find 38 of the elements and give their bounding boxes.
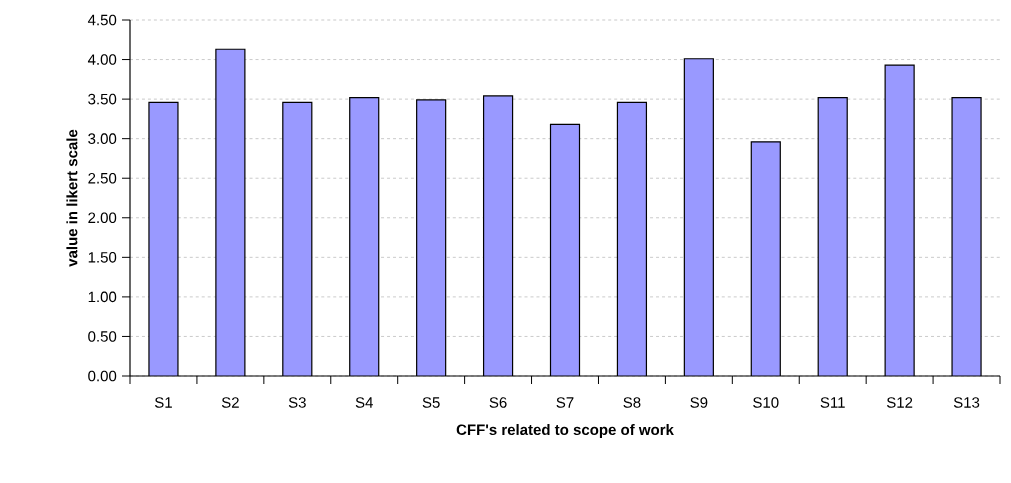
bar — [885, 65, 915, 376]
bar — [684, 58, 714, 376]
bar — [148, 102, 178, 376]
x-tick-label: S10 — [753, 397, 779, 408]
x-tick-label: S8 — [623, 397, 641, 408]
bar — [818, 97, 848, 376]
bar — [282, 102, 312, 376]
y-tick-label: 0.50 — [88, 331, 117, 342]
y-tick-label: 3.00 — [88, 133, 117, 144]
bar — [617, 102, 647, 376]
bar — [416, 99, 446, 376]
x-tick-label: S9 — [690, 397, 708, 408]
x-tick-label: S12 — [886, 397, 913, 408]
bar — [951, 96, 982, 376]
x-tick-label: S3 — [288, 397, 306, 408]
x-tick-label: S11 — [820, 397, 845, 408]
y-tick-label: 1.00 — [88, 291, 117, 303]
x-tick-label: S5 — [422, 397, 440, 408]
x-tick-label: S4 — [355, 397, 373, 408]
y-tick-label: 2.00 — [88, 212, 117, 224]
y-axis-title: value in likert scale — [66, 129, 78, 267]
y-tick-label: 4.50 — [87, 14, 117, 26]
bar — [751, 141, 781, 376]
y-tick-label: 1.50 — [88, 252, 117, 263]
y-tick-label: 3.50 — [88, 93, 117, 105]
bar — [215, 49, 245, 376]
x-tick-label: S2 — [221, 397, 239, 408]
y-tick-label: 4.00 — [87, 54, 117, 65]
y-tick-label: 0.00 — [88, 370, 117, 382]
bar — [550, 124, 580, 376]
x-tick-label: S13 — [953, 397, 980, 408]
bar — [349, 97, 379, 376]
x-tick-label: S6 — [489, 397, 507, 408]
x-axis-title: CFF's related to scope of work — [456, 424, 674, 438]
y-tick-label: 2.50 — [88, 172, 117, 184]
bar — [483, 95, 513, 376]
x-tick-label: S1 — [154, 397, 172, 408]
x-tick-label: S7 — [556, 397, 574, 408]
